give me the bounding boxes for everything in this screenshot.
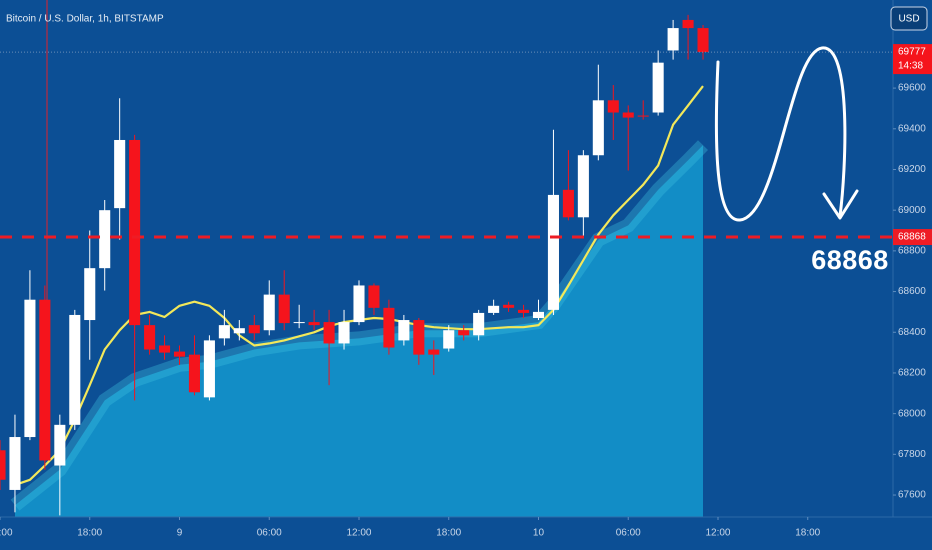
- candle-body: [428, 349, 440, 355]
- x-tick-label: 18:00: [795, 528, 820, 539]
- y-tick-label: 69200: [898, 164, 926, 175]
- candle-body: [577, 155, 589, 218]
- candle-body: [263, 294, 275, 331]
- candle-body: [39, 299, 51, 461]
- candle-body: [69, 314, 81, 425]
- candle-body: [308, 322, 320, 326]
- candle-body: [682, 19, 694, 29]
- candle-body: [218, 325, 230, 339]
- candle-body: [637, 115, 649, 117]
- candle-body: [248, 325, 260, 334]
- y-tick-label: 67600: [898, 490, 926, 501]
- candle-body: [54, 424, 66, 466]
- candle-body: [159, 345, 171, 353]
- candle-body: [84, 268, 96, 321]
- y-tick-label: 69000: [898, 205, 926, 216]
- candle-body: [278, 294, 290, 324]
- candle-body: [443, 330, 455, 349]
- candle-body: [398, 320, 410, 341]
- candle-body: [323, 322, 335, 344]
- price-level-box: [893, 229, 932, 246]
- candle-body: [99, 210, 111, 269]
- candle-body: [383, 307, 395, 348]
- candle-body: [547, 194, 559, 310]
- candle-body: [622, 112, 634, 118]
- candle-body: [293, 322, 305, 324]
- candle-body: [503, 304, 515, 308]
- area-fill: [15, 145, 703, 517]
- currency-label[interactable]: USD: [898, 14, 919, 25]
- arrow-curve: [714, 46, 847, 222]
- x-tick-label: 10: [533, 528, 545, 539]
- price-level-annotation: 68868: [811, 245, 889, 275]
- candle-body: [114, 139, 126, 209]
- countdown-label: 14:38: [898, 61, 923, 72]
- chart-title: Bitcoin / U.S. Dollar, 1h, BITSTAMP: [6, 14, 164, 25]
- candle-body: [652, 62, 664, 113]
- y-tick-label: 68400: [898, 327, 926, 338]
- candle-body: [173, 351, 186, 357]
- candle-body: [562, 189, 574, 218]
- candle-body: [697, 28, 709, 53]
- y-tick-label: 68800: [898, 246, 926, 257]
- last-price-label: 69777: [898, 47, 926, 58]
- candle-body: [338, 322, 350, 344]
- last-price-box: [893, 44, 932, 75]
- plot-area: [0, 14, 893, 517]
- x-tick-label: 9: [177, 528, 183, 539]
- candle-body: [233, 328, 245, 334]
- y-tick-label: 68200: [898, 368, 926, 379]
- x-tick-label: 18:00: [77, 528, 102, 539]
- x-tick-label: 06:00: [257, 528, 282, 539]
- currency-button[interactable]: [890, 6, 928, 31]
- candle-body: [144, 325, 156, 350]
- axes: 67600 67800 68000 68200 68400 68600 68800 69000…: [0, 44, 932, 539]
- y-tick-label: 69600: [898, 83, 926, 94]
- candle-body: [532, 311, 545, 319]
- candle-body: [368, 285, 380, 308]
- x-tick-label: 12:00: [346, 528, 371, 539]
- candle-body: [188, 354, 200, 393]
- candle-body: [203, 340, 215, 398]
- x-tick-label: 06:00: [616, 528, 641, 539]
- candle-body: [473, 312, 485, 336]
- candle-body: [413, 320, 425, 355]
- candle-body: [458, 330, 470, 336]
- y-tick-label: 68600: [898, 286, 926, 297]
- price-level-label: 68868: [898, 232, 926, 243]
- candle-body: [24, 299, 36, 438]
- candle-body: [607, 100, 619, 113]
- candle-body: [667, 28, 679, 51]
- y-tick-label: 68000: [898, 408, 926, 419]
- y-tick-label: 67800: [898, 449, 926, 460]
- candle-body: [517, 309, 530, 313]
- candle-body: [592, 100, 604, 156]
- x-tick-label: 12:00: [705, 528, 730, 539]
- candle-body: [488, 305, 500, 313]
- x-tick-label: 18:00: [436, 528, 461, 539]
- arrow-head: [822, 189, 859, 220]
- candle-body: [0, 450, 6, 480]
- y-tick-label: 69400: [898, 123, 926, 134]
- candle-body: [129, 139, 141, 326]
- x-tick-label: 12:00: [0, 528, 13, 539]
- candle-body: [9, 437, 21, 490]
- candle-body: [353, 285, 365, 323]
